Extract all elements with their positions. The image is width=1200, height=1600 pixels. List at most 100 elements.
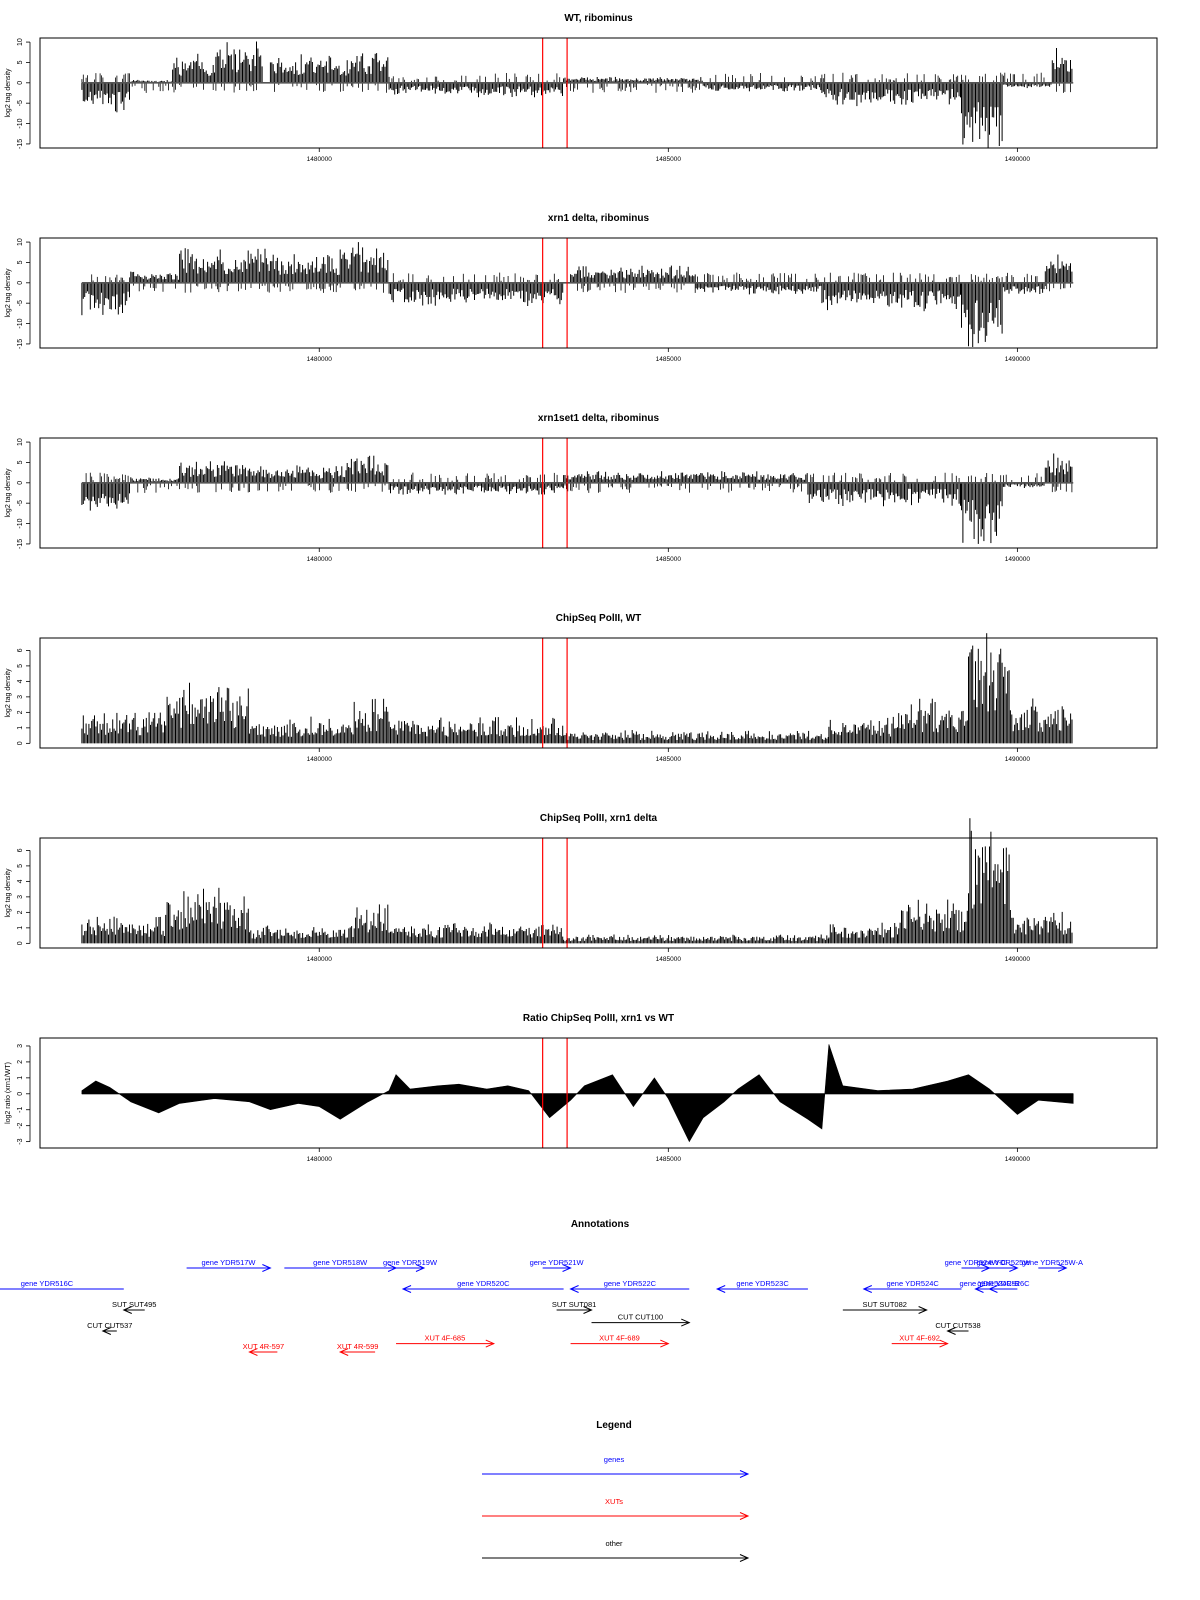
annotation-arrowhead <box>715 1285 726 1293</box>
density-segment <box>1002 72 1052 89</box>
annotation-label: gene YDR519W <box>383 1258 438 1267</box>
y-tick-label: 0 <box>17 481 24 485</box>
annotation-label: CUT CUT100 <box>618 1313 663 1322</box>
x-axis: 1480000 1485000 1490000 <box>307 948 1031 963</box>
x-tick-label: 1480000 <box>307 956 333 963</box>
y-axis-label: log2 ratio (xrn1/WT) <box>5 1062 12 1124</box>
annotation-label: gene YDR524C-B <box>959 1279 1019 1288</box>
legend-label: other <box>605 1539 623 1548</box>
y-tick-label: 5 <box>17 260 24 264</box>
density-segment <box>269 54 347 92</box>
y-tick-label: 1 <box>17 726 24 730</box>
y-axis-label: log2 tag density <box>5 268 12 318</box>
density-segment <box>165 682 249 744</box>
density-segment <box>81 73 130 113</box>
annotations-title: Annotations <box>571 1219 630 1230</box>
density-segment <box>968 633 1010 744</box>
y-axis-label: log2 tag density <box>5 468 12 518</box>
density-segment <box>1044 254 1073 292</box>
density-segment <box>81 712 165 744</box>
x-tick-label: 1490000 <box>1005 556 1031 563</box>
y-tick-label: 2 <box>17 1060 24 1064</box>
annotation-gene: gene YDR520C <box>401 1279 564 1293</box>
density-segment <box>81 472 130 511</box>
data-marks <box>81 242 1074 347</box>
y-axis: -15 -10 -5 0 5 10 <box>17 238 31 349</box>
y-tick-label: -15 <box>17 539 24 549</box>
y-tick-label: 0 <box>17 941 24 945</box>
annotation-label: SUT SUT495 <box>112 1300 156 1309</box>
legend-arrowhead <box>739 1512 750 1520</box>
density-segment <box>702 73 822 92</box>
annotation-other: CUT CUT100 <box>591 1313 691 1327</box>
density-segment <box>248 925 354 944</box>
y-axis: -3 -2 -1 0 1 2 3 <box>17 1044 31 1145</box>
annotation-label: XUT 4F-689 <box>599 1334 640 1343</box>
density-segment <box>1009 698 1073 744</box>
chart-title: ChipSeq PolII, WT <box>556 613 642 624</box>
density-segment <box>130 477 179 493</box>
density-segment <box>1002 473 1045 488</box>
chart-panel-2: xrn1 delta, ribominus log2 tag density -15… <box>5 213 1158 363</box>
y-axis: 0 1 2 3 4 5 6 <box>17 848 31 945</box>
density-segment <box>898 698 968 744</box>
density-segment <box>961 273 1003 347</box>
y-tick-label: 3 <box>17 695 24 699</box>
annotation-gene: gene YDR521W <box>530 1258 585 1272</box>
legend-label: XUTs <box>605 1497 623 1506</box>
annotation-label: XUT 4R-599 <box>337 1342 379 1351</box>
chart-title: xrn1set1 delta, ribominus <box>538 413 660 424</box>
legend-entry: XUTs <box>482 1497 750 1520</box>
y-tick-label: -3 <box>17 1138 24 1144</box>
x-tick-label: 1485000 <box>656 356 682 363</box>
density-segment <box>828 922 898 944</box>
chart-panel-3: xrn1set1 delta, ribominus log2 tag densit… <box>5 413 1158 563</box>
y-tick-label: 5 <box>17 60 24 64</box>
annotations-panel: Annotations gene YDR516C gene YDR517W gene … <box>0 1219 1083 1356</box>
y-tick-label: 5 <box>17 664 24 668</box>
annotation-arrowhead <box>415 1264 426 1272</box>
y-axis: -15 -10 -5 0 5 10 <box>17 38 31 149</box>
density-segment <box>807 472 961 507</box>
y-axis-label: log2 tag density <box>5 668 12 718</box>
y-axis: 0 1 2 3 4 5 6 <box>17 648 31 745</box>
x-tick-label: 1490000 <box>1005 756 1031 763</box>
annotation-label: gene YDR525W-A <box>1022 1258 1083 1267</box>
legend-title: Legend <box>596 1420 632 1431</box>
data-marks <box>81 1044 1074 1143</box>
x-tick-label: 1480000 <box>307 756 333 763</box>
annotation-gene: gene YDR516C <box>0 1279 124 1290</box>
data-marks <box>81 633 1073 744</box>
x-tick-label: 1490000 <box>1005 156 1031 163</box>
density-segment <box>248 716 354 744</box>
legend-arrowhead <box>739 1470 750 1478</box>
annotation-arrowhead <box>660 1339 670 1348</box>
x-tick-label: 1485000 <box>656 556 682 563</box>
annotation-label: gene YDR524W-C <box>945 1258 1007 1267</box>
y-tick-label: -10 <box>17 518 24 528</box>
annotation-label: CUT CUT537 <box>87 1321 132 1330</box>
annotation-label: gene YDR517W <box>201 1258 256 1267</box>
y-tick-label: 3 <box>17 895 24 899</box>
y-tick-label: -5 <box>17 500 24 506</box>
annotation-label: gene YDR516C <box>21 1279 74 1288</box>
density-segment <box>81 274 130 316</box>
legend-panel: Legend genes XUTs other <box>482 1420 750 1562</box>
y-tick-label: 5 <box>17 864 24 868</box>
density-segment <box>172 53 214 93</box>
annotation-arrowhead <box>101 1327 112 1335</box>
data-marks <box>81 41 1074 148</box>
density-segment <box>1051 48 1073 93</box>
x-tick-label: 1490000 <box>1005 956 1031 963</box>
density-segment <box>179 461 263 493</box>
annotation-arrowhead <box>988 1285 998 1293</box>
annotation-arrowhead <box>862 1285 872 1293</box>
annotation-other: SUT SUT081 <box>552 1300 596 1314</box>
annotation-arrowhead <box>1058 1264 1068 1272</box>
density-segment <box>262 465 347 493</box>
annotation-arrowhead <box>918 1306 928 1314</box>
annotation-label: XUT 4R-597 <box>243 1342 285 1351</box>
y-tick-label: 6 <box>17 648 24 652</box>
annotation-arrowhead <box>939 1339 949 1348</box>
